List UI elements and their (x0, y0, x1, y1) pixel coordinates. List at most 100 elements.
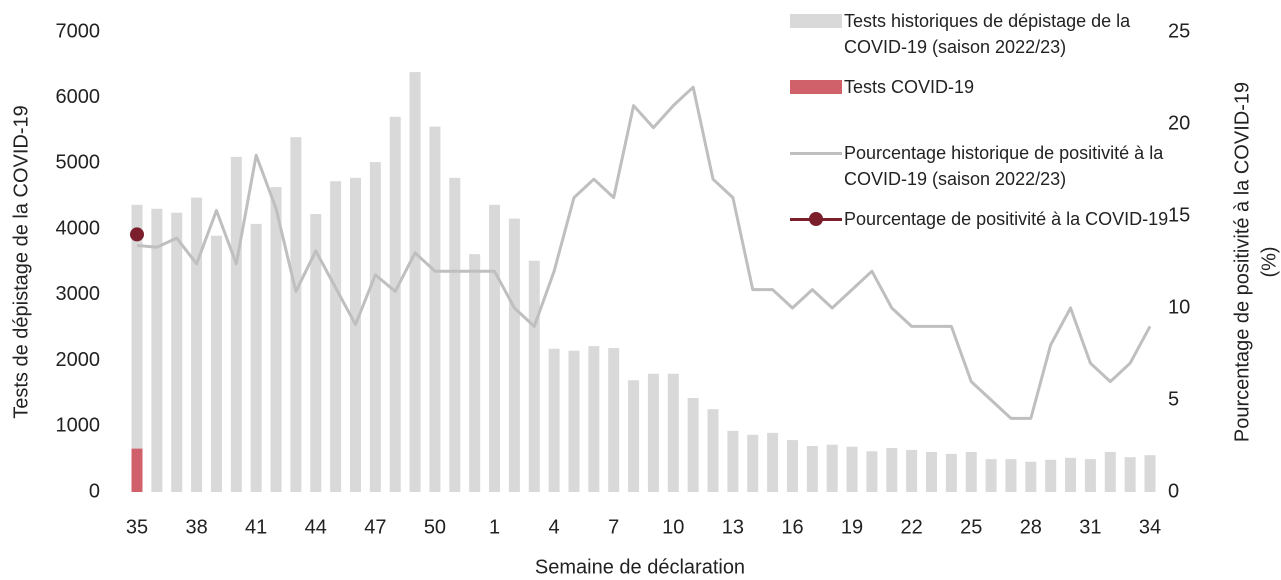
x-tick-label: 28 (1020, 516, 1042, 538)
bar (230, 156, 242, 492)
bar (469, 254, 481, 492)
bar (131, 204, 143, 493)
legend-swatch (788, 8, 844, 34)
x-tick-label: 25 (960, 516, 982, 538)
bar (866, 451, 878, 492)
bar (707, 409, 719, 492)
bar (1025, 461, 1037, 492)
bar (191, 197, 203, 492)
bar (806, 446, 818, 492)
y2-tick-label: 0 (1168, 480, 1179, 502)
bar (349, 177, 361, 492)
bar (846, 446, 858, 492)
bar (1084, 459, 1096, 492)
x-tick-label: 19 (841, 516, 863, 538)
bar (628, 380, 640, 492)
x-tick-label: 44 (305, 516, 327, 538)
x-axis-title: Semaine de déclaration (535, 556, 745, 578)
legend-item: Pourcentage de positivité à la COVID-19 (788, 206, 1188, 232)
x-tick-label: 10 (662, 516, 684, 538)
bar (429, 126, 441, 492)
bar (508, 218, 520, 492)
bar (945, 453, 957, 492)
legend-item: Tests historiques de dépistage de la COV… (788, 8, 1188, 60)
bar (727, 430, 739, 492)
bar (747, 434, 759, 492)
y-tick-label: 6000 (56, 86, 101, 108)
bar (1045, 459, 1057, 492)
line (136, 85, 1152, 420)
y2-axis-title: (%) (1258, 246, 1280, 277)
legend-swatch (788, 140, 844, 166)
bar (310, 214, 322, 492)
legend-label: Pourcentage historique de positivité à l… (844, 143, 1164, 189)
legend-swatch (788, 206, 844, 232)
legend-swatch (788, 74, 844, 100)
x-tick-label: 50 (424, 516, 446, 538)
bar (1065, 457, 1077, 492)
x-tick-label: 1 (489, 516, 500, 538)
bar (906, 449, 918, 492)
y2-tick-label: 15 (1168, 204, 1190, 226)
legend-item: Pourcentage historique de positivité à l… (788, 140, 1188, 192)
bar (389, 116, 401, 493)
y-tick-label: 4000 (56, 217, 101, 239)
x-tick-label: 38 (185, 516, 207, 538)
bar (131, 448, 143, 492)
x-tick-label: 34 (1139, 516, 1161, 538)
bar (687, 398, 699, 492)
y2-axis-title: Pourcentage de positivité à la COVID-19 (1231, 82, 1253, 442)
bar (409, 72, 421, 492)
y-tick-label: 2000 (56, 349, 101, 371)
bar (568, 350, 580, 492)
y2-tick-label: 20 (1168, 112, 1190, 134)
y2-tick-label: 5 (1168, 388, 1179, 410)
bar (449, 177, 461, 492)
line-marker (130, 227, 144, 242)
y-axis-title: Tests de dépistage de la COVID-19 (10, 105, 32, 419)
bar (270, 187, 282, 493)
bar (608, 348, 620, 492)
bar (767, 432, 779, 492)
bar (985, 459, 997, 492)
bar (330, 181, 342, 492)
bar (886, 447, 898, 492)
x-tick-label: 31 (1079, 516, 1101, 538)
bar (667, 373, 679, 492)
x-tick-label: 47 (364, 516, 386, 538)
bar (489, 204, 501, 493)
bar (548, 348, 560, 492)
bar (647, 373, 659, 492)
y2-tick-label: 10 (1168, 296, 1190, 318)
legend-label: Tests historiques de dépistage de la COV… (844, 11, 1131, 57)
bar (1005, 459, 1017, 492)
bar (965, 451, 977, 492)
bar (588, 346, 600, 492)
x-tick-label: 22 (901, 516, 923, 538)
y-tick-label: 1000 (56, 415, 101, 437)
y-tick-label: 7000 (56, 20, 101, 42)
bar (290, 137, 302, 492)
bar (1124, 457, 1136, 492)
legend-label: Tests COVID-19 (844, 77, 975, 97)
y2-tick-label: 25 (1168, 20, 1190, 42)
bar (369, 162, 381, 492)
bar (210, 235, 222, 492)
x-tick-label: 41 (245, 516, 267, 538)
y-tick-label: 5000 (56, 152, 101, 174)
bar (151, 208, 163, 492)
x-tick-label: 13 (722, 516, 744, 538)
bar (926, 451, 938, 492)
x-tick-label: 16 (781, 516, 803, 538)
bar (1104, 451, 1116, 492)
bar (171, 212, 183, 492)
x-tick-label: 4 (549, 516, 560, 538)
bar (528, 260, 540, 492)
bar (826, 444, 838, 492)
bar (1144, 455, 1156, 492)
legend-item: Tests COVID-19 (788, 74, 1188, 100)
bar (786, 440, 798, 492)
legend-label: Pourcentage de positivité à la COVID-19 (844, 209, 1169, 229)
